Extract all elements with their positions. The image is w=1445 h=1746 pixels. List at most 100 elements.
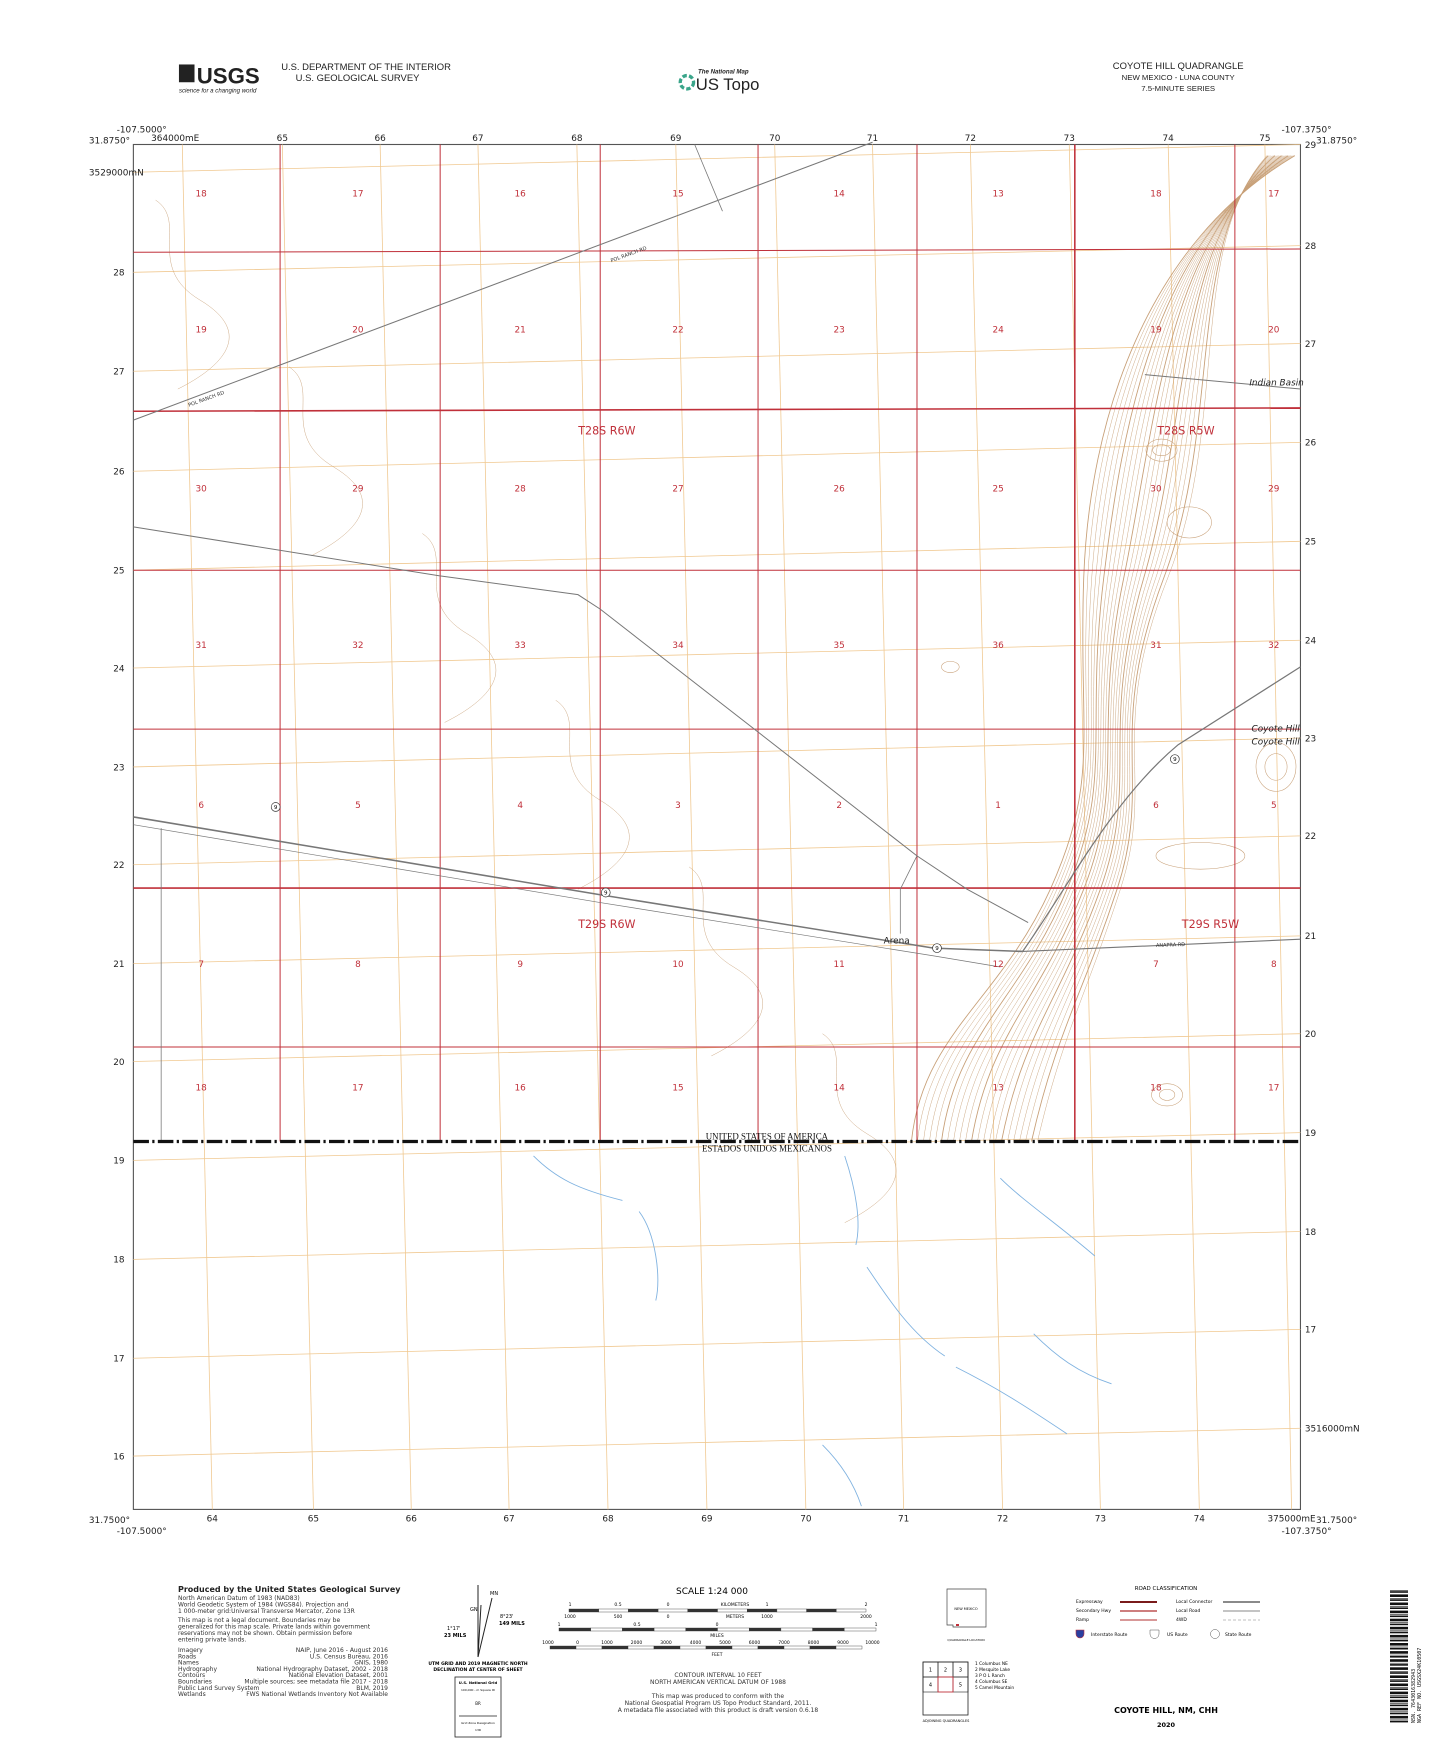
source-label: Hydrography [178,1666,217,1673]
northing-label: 21 [1305,932,1316,942]
meter-label: METERS [726,1614,744,1620]
meter-label: 1000 [564,1614,576,1620]
adjoining-quad-name: 2 Mesquite Lake [975,1667,1010,1673]
utm-grid-line-horizontal [133,639,1301,669]
map-neatline [132,143,1302,1510]
easting-label: 67 [503,1515,514,1525]
feet-label: 10000 [865,1640,879,1646]
source-label: Wetlands [178,1691,206,1698]
map-series: 7.5-MINUTE SERIES [1141,84,1215,93]
km-label: 0.5 [614,1602,621,1608]
barcode-bar [1390,1630,1408,1632]
township-label: T29S R5W [1181,918,1239,931]
sw-longitude: -107.5000° [117,1527,167,1537]
scale-segment [558,1627,591,1632]
stream [1000,1177,1096,1257]
scale-segment [806,1608,837,1613]
easting-label: 68 [571,134,583,144]
contour-line [1037,155,1268,1142]
easting-label: 70 [769,134,781,144]
scale-segment [780,1627,813,1632]
contour-line [940,155,1289,1142]
contour-line [155,199,230,390]
section-number: 9 [517,960,523,970]
scale-segment [657,1608,688,1613]
state-route-shield: 9 [932,943,942,953]
header: USGS science for a changing world U.S. D… [178,61,1244,94]
easting-label: 70 [800,1515,812,1525]
sheet-year: 2020 [1157,1721,1176,1729]
section-number: 26 [834,484,846,494]
sheet-name-block: COYOTE HILL, NM, CHH 2020 [1114,1706,1218,1729]
map-frame[interactable]: UNITED STATES OF AMERICA ESTADOS UNIDOS … [89,134,1360,1524]
section-number: 34 [672,641,684,651]
section-number: 21 [515,325,526,335]
section-number: 33 [515,641,526,651]
adjoining-cell-number: 4 [929,1683,932,1689]
mexico-label: ESTADOS UNIDOS MEXICANOS [702,1144,832,1154]
easting-label: 75 [1259,134,1270,144]
contour-line [1025,155,1270,1142]
adjoining-cell-number: 1 [929,1668,932,1674]
section-number: 16 [515,1083,527,1093]
vertical-datum: NORTH AMERICAN VERTICAL DATUM OF 1988 [650,1679,786,1686]
barcode-bar [1390,1688,1408,1690]
stream [638,1211,659,1301]
km-label: 2 [865,1602,868,1608]
contour-line [947,155,1288,1142]
barcode-bar [1390,1626,1408,1630]
section-number: 8 [1271,960,1277,970]
national-grid-title: U.S. National Grid [459,1680,498,1685]
meter-label: 0 [667,1614,670,1620]
place-coyote-hill: Coyote Hill [1252,724,1301,734]
section-number: 14 [834,190,846,200]
section-lines [133,144,1301,1142]
road-class-label: Expressway [1076,1599,1103,1605]
quadrangle-location: NEW MEXICO QUADRANGLE LOCATION [946,1588,987,1642]
section-number: 7 [1153,960,1159,970]
northing-label: 20 [113,1058,125,1068]
section-number: 13 [992,190,1003,200]
scale-segment [628,1608,659,1613]
contour-line [965,155,1284,1142]
source-value: FWS National Wetlands Inventory Not Avai… [246,1691,388,1698]
scale-title: SCALE 1:24 000 [676,1587,748,1597]
national-grid-frame [454,1676,502,1738]
usgs-tagline: science for a changing world [179,87,257,94]
ne-latitude: 31.8750° [1316,136,1357,146]
survey-name: U.S. GEOLOGICAL SURVEY [296,73,420,84]
barcode-bar [1390,1591,1408,1593]
utm-grid-line-vertical [969,144,1003,1510]
square-id: BR [475,1701,481,1706]
barcode-bar [1390,1622,1408,1623]
northing-label: 27 [1305,340,1316,350]
northing-label: 17 [113,1355,124,1365]
stream [533,1155,623,1201]
section-number: 18 [1150,1083,1162,1093]
section-number: 17 [352,1083,363,1093]
easting-label: 71 [867,134,878,144]
barcode-bar [1390,1646,1408,1648]
contour-line [935,155,1290,1142]
us-topo-logo-icon [678,73,696,91]
township-label: T28S R5W [1156,425,1214,438]
easting-label: 74 [1194,1515,1206,1525]
section-number: 31 [1150,641,1161,651]
scale-segment [717,1608,748,1613]
section-number: 5 [355,801,361,811]
source-value: National Hydrography Dataset, 2002 - 201… [256,1666,388,1673]
barcode-bar [1390,1594,1408,1597]
easting-label: 74 [1163,134,1175,144]
section-number: 7 [198,960,204,970]
contour-line [929,155,1292,1142]
section-number: 32 [1268,641,1279,651]
contour-line [1007,155,1274,1142]
source-value: BLM, 2019 [356,1685,388,1692]
contour-line [971,155,1282,1142]
declination-diagram: MN GN 1°17' 23 MILS 8°23' 149 MILS UTM G… [428,1585,528,1673]
northing-label: 18 [113,1256,125,1266]
section-number: 22 [672,325,683,335]
footer-credits: Produced by the United States Geological… [177,1585,401,1698]
northing-label: 3516000mN [1305,1425,1360,1435]
adjoining-quad-name: 1 Columbus NE [975,1661,1008,1667]
